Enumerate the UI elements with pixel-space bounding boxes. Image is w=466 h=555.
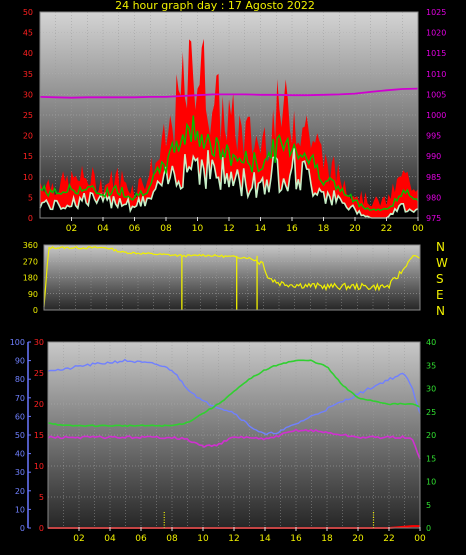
- humidity-series: [47, 358, 421, 436]
- y-tick-label: 25: [23, 111, 33, 120]
- x-tick-label: 10: [197, 534, 209, 544]
- y2-tick-label: 1000: [426, 111, 446, 120]
- temperature-series: [47, 359, 421, 428]
- x-tick-label: 20: [352, 534, 364, 544]
- x-tick-label: 14: [259, 534, 271, 544]
- wind-chart: 0510152025303540455097598098599099510001…: [23, 8, 447, 234]
- x-tick-label: 02: [66, 224, 77, 234]
- page-title: 24 hour graph day : 17 Agosto 2022: [115, 0, 315, 12]
- x-tick-label: 02: [73, 534, 84, 544]
- y2-tick-label: 985: [426, 173, 441, 182]
- y-tick-label: 45: [23, 29, 33, 38]
- y-tick-label: 180: [23, 274, 38, 283]
- y2-tick-label: 5: [426, 501, 431, 510]
- y2-tick-label: 1025: [426, 8, 446, 17]
- x-tick-label: 18: [318, 224, 330, 234]
- y-tick-label: 40: [23, 49, 33, 58]
- y-tick-label: 5: [39, 493, 44, 502]
- y2-tick-label: 35: [426, 361, 436, 370]
- x-tick-label: 16: [286, 224, 298, 234]
- y-tick-label: 80: [15, 375, 25, 384]
- y-tick-label: 0: [20, 524, 25, 533]
- y-tick-label: 0: [39, 524, 44, 533]
- y-tick-label: 5: [28, 193, 33, 202]
- y-tick-label: 0: [28, 214, 33, 223]
- y-tick-label: 30: [34, 338, 44, 347]
- temperature-humidity-chart: 0102030405060708090100051015202530051015…: [10, 338, 436, 544]
- y-tick-label: 10: [34, 462, 44, 471]
- x-tick-label: 08: [166, 534, 178, 544]
- y2-tick-label: 0: [426, 524, 431, 533]
- y-tick-label: 35: [23, 70, 33, 79]
- y-tick-label: 60: [15, 412, 25, 421]
- y2-tick-label: 25: [426, 408, 436, 417]
- x-tick-label: 12: [228, 534, 239, 544]
- x-tick-label: 06: [129, 224, 141, 234]
- x-tick-label: 10: [192, 224, 204, 234]
- y-tick-label: 25: [34, 369, 44, 378]
- y-tick-label: 15: [34, 431, 44, 440]
- y-tick-label: 15: [23, 152, 33, 161]
- y-tick-label: 20: [34, 400, 44, 409]
- x-tick-label: 04: [97, 224, 109, 234]
- wind-min-series: [39, 147, 419, 219]
- y2-tick-label: 15: [426, 454, 436, 463]
- pressure-series: [39, 87, 419, 99]
- y2-tick-label: 1010: [426, 70, 446, 79]
- y2-tick-label: 995: [426, 132, 441, 141]
- y-tick-label: 50: [15, 431, 25, 440]
- dewpoint-series: [47, 428, 421, 460]
- x-tick-label: 06: [135, 534, 147, 544]
- direction-label-s: S: [436, 272, 444, 286]
- y-tick-label: 30: [23, 90, 33, 99]
- y-tick-label: 90: [15, 357, 25, 366]
- wind-min-fill: [40, 148, 418, 218]
- y-tick-label: 20: [15, 487, 25, 496]
- y2-tick-label: 975: [426, 214, 441, 223]
- y2-tick-label: 30: [426, 385, 436, 394]
- y-tick-label: 100: [10, 338, 25, 347]
- wind-direction-chart: 0 90 180 270 360: [23, 241, 421, 315]
- x-tick-label: 12: [223, 224, 234, 234]
- y2-tick-label: 1015: [426, 49, 446, 58]
- plot-frame: [43, 244, 421, 311]
- y-tick-label: 30: [15, 468, 25, 477]
- x-tick-label: 22: [381, 224, 392, 234]
- y2-tick-label: 20: [426, 431, 436, 440]
- y-tick-label: 40: [15, 450, 25, 459]
- y-tick-label: 360: [23, 241, 38, 250]
- x-tick-label: 22: [383, 534, 394, 544]
- x-tick-label: 08: [160, 224, 172, 234]
- y-tick-label: 20: [23, 132, 33, 141]
- y-tick-label: 270: [23, 257, 38, 266]
- wind-gust-series: [40, 38, 418, 219]
- x-tick-label: 14: [255, 224, 267, 234]
- y2-tick-label: 10: [426, 478, 436, 487]
- y-tick-label: 50: [23, 8, 33, 17]
- x-tick-label: 20: [349, 224, 361, 234]
- x-tick-label: 16: [290, 534, 302, 544]
- x-tick-label: 04: [104, 534, 116, 544]
- direction-label-e: E: [436, 288, 444, 302]
- direction-label-n: N: [436, 240, 445, 254]
- y-tick-label: 70: [15, 394, 25, 403]
- x-tick-label: 00: [414, 534, 426, 544]
- y-tick-label: 90: [28, 290, 38, 299]
- x-tick-label: 00: [412, 224, 424, 234]
- direction-label-w: W: [436, 256, 448, 270]
- y2-tick-label: 40: [426, 338, 436, 347]
- y-tick-label: 0: [33, 306, 38, 315]
- y-tick-label: 10: [23, 173, 33, 182]
- y2-tick-label: 980: [426, 193, 441, 202]
- x-tick-label: 18: [321, 534, 333, 544]
- y2-tick-label: 990: [426, 152, 441, 161]
- wind-avg-series: [39, 115, 419, 212]
- y2-tick-label: 1005: [426, 90, 446, 99]
- direction-label-n2: N: [436, 304, 445, 318]
- y-tick-label: 10: [15, 505, 25, 514]
- wind-direction-series: [43, 245, 421, 307]
- y2-tick-label: 1020: [426, 29, 446, 38]
